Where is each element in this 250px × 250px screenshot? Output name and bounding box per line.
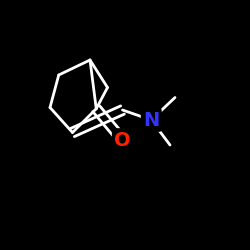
Text: O: O bbox=[114, 130, 131, 150]
Text: N: N bbox=[143, 110, 160, 130]
